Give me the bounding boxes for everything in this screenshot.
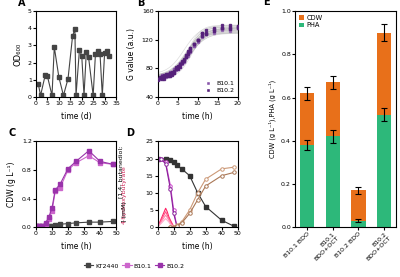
Y-axis label: CDW (g L⁻¹),PHA (g L⁻¹): CDW (g L⁻¹),PHA (g L⁻¹)	[268, 80, 276, 158]
Legend: CDW, PHA: CDW, PHA	[298, 14, 323, 29]
Bar	[377, 33, 392, 227]
Bar	[351, 221, 366, 227]
Bar	[351, 190, 366, 227]
Bar	[300, 145, 314, 227]
X-axis label: time (h): time (h)	[182, 242, 213, 251]
Y-axis label: G value (a.u.): G value (a.u.)	[127, 28, 136, 80]
Text: D: D	[126, 128, 134, 138]
Text: E: E	[263, 0, 270, 7]
X-axis label: time (h): time (h)	[61, 242, 91, 251]
Text: B: B	[137, 0, 144, 8]
X-axis label: time (h): time (h)	[182, 112, 213, 120]
Bar	[326, 136, 340, 227]
Y-axis label: CDW (g L⁻¹): CDW (g L⁻¹)	[8, 161, 16, 207]
Legend: KT2440, B10.1, B10.2: KT2440, B10.1, B10.2	[81, 261, 187, 271]
Bar	[326, 82, 340, 227]
Text: ] (mM): ] (mM)	[122, 201, 126, 222]
Y-axis label: OD₆₀₀: OD₆₀₀	[13, 42, 22, 66]
Bar	[377, 115, 392, 227]
Bar	[300, 93, 314, 227]
Legend: B10.1, B10.2: B10.1, B10.2	[202, 80, 234, 94]
Text: C: C	[9, 128, 16, 138]
Text: 4-hydroxybutyrate: 4-hydroxybutyrate	[122, 165, 126, 224]
X-axis label: time (d): time (d)	[61, 112, 91, 120]
Text: A: A	[18, 0, 26, 8]
Text: [1,4- butanediol;: [1,4- butanediol;	[119, 145, 130, 198]
